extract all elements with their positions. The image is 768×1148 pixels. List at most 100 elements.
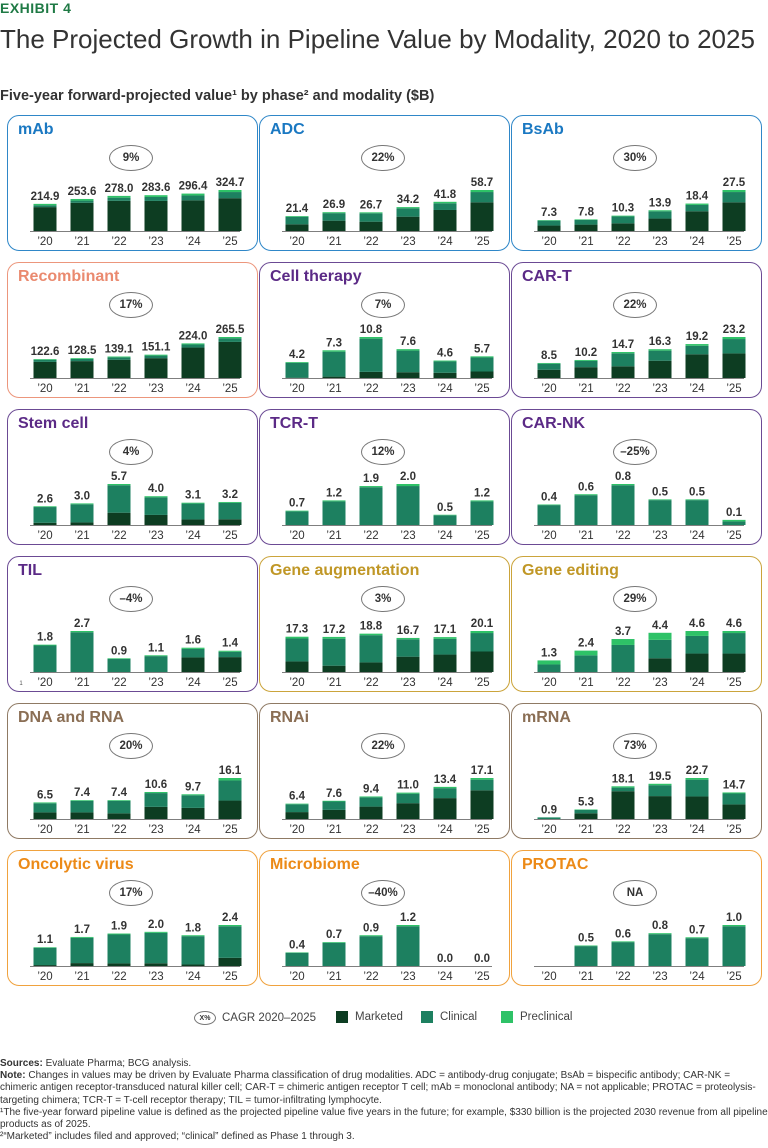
x-tick-label: ’20 [37,677,52,689]
marketed-bar [70,963,94,966]
value-label: 122.6 [31,346,60,358]
x-tick-label: ’21 [578,971,593,983]
marketed-bar [359,806,383,819]
marketed-bar [396,803,420,819]
x-tick-label: ’24 [437,677,453,689]
clinical-bar [144,196,168,201]
clinical-bar [685,204,709,212]
clinical-bar [144,355,168,359]
x-tick-label: ’20 [541,530,556,542]
preclinical-bar [285,510,309,512]
preclinical-bar [722,190,746,193]
preclinical-bar [285,803,309,805]
clinical-bar [33,359,57,362]
preclinical-bar [144,655,168,657]
preclinical-bar [33,802,57,804]
preclinical-bar [218,337,242,339]
legend-preclinical: Preclinical [501,1011,572,1023]
marketed-bar [33,522,57,525]
x-tick-label: ’25 [726,677,741,689]
x-tick-label: ’23 [400,677,415,689]
x-tick-label: ’21 [578,383,593,395]
preclinical-bar [322,942,346,943]
bar-chart: 0.4 ’20 0.7 ’21 0.9 ’22 1.2 ’23 0.0 ’24 0.0 ’25 [282,912,492,983]
x-tick-label: ’20 [541,236,556,248]
x-tick-label: ’23 [652,236,667,248]
x-tick-label: ’25 [726,824,741,836]
bar-chart: 214.9 ’20 253.6 ’21 278.0 ’22 283.6 ’23 296.4 ’24… [30,177,244,248]
chart-panel: PROTAC NA ’20 0.5’21 0.6’22 0.8’23 0.7’24 1.0’2… [511,850,762,986]
chart-panel: Microbiome –40% 0.4’20 0.7’21 0.9’22 1.2’23 0.… [259,850,510,986]
marketed-bar [144,358,168,378]
clinical-bar [574,219,598,225]
x-tick-label: ’25 [474,677,489,689]
clinical-bar [648,500,672,525]
marketed-bar [218,198,242,231]
preclinical-bar [722,631,746,634]
x-tick-label: ’23 [400,236,415,248]
clinical-bar [433,203,457,210]
x-tick-label: ’25 [726,383,741,395]
chart-panel: Gene editing 29% 1.3 ’20 2.4 ’21 3.7 ’22 4.4 ’23 4… [511,556,762,692]
bar-chart: 7.3 ’20 7.8 ’21 10.3 ’22 13.9 ’23 18.4 ’24 27.5 ’25 [534,177,746,248]
chart-panel: TCR-T 12% 0.7 ’20 1.2 ’21 1.9 ’22 2.0 ’23 0.5 ’24 1.… [259,409,510,545]
value-label: 17.1 [434,624,457,636]
value-label: 4.2 [289,349,305,361]
value-label: 0.9 [111,645,127,657]
preclinical-bar [611,786,635,788]
clinical-bar [218,651,242,658]
x-tick-label: ’25 [474,383,489,395]
x-tick-label: ’20 [37,824,52,836]
preclinical-bar [396,349,420,351]
panel-title: Microbiome [270,856,360,873]
clinical-bar [181,195,205,201]
sources-line: Sources: Evaluate Pharma; BCG analysis. [0,1058,768,1070]
bar-chart: 17.3 ’20 17.2 ’21 18.8 ’22 16.7 ’23 17.1 ’24 20.1 ’… [282,618,494,689]
x-tick-label: ’22 [363,530,378,542]
x-tick-label: ’21 [74,530,89,542]
preclinical-bar [218,190,242,193]
marketed-bar [70,361,94,378]
legend-cagr-label: CAGR 2020–2025 [222,1012,316,1024]
marketed-bar [359,371,383,378]
preclinical-bar [396,925,420,927]
clinical-bar [144,497,168,515]
value-label: 0.7 [689,924,705,936]
value-label: 5.7 [111,471,127,483]
marketed-bar [70,522,94,525]
chart-panel: Recombinant 17% 122.6 ’20 128.5 ’21 139.1 ’22 15… [7,262,258,398]
x-tick-label: ’20 [37,236,52,248]
value-label: 1.9 [111,921,127,933]
preclinical-bar [574,494,598,496]
value-label: 13.9 [649,197,671,209]
preclinical-bar [33,644,57,646]
marketed-bar [33,361,57,378]
marketed-bar [685,354,709,378]
footnote-2: ²“Marketed” includes filed and approved;… [0,1131,355,1143]
clinical-bar [70,200,94,203]
value-label: 16.7 [397,625,419,637]
chart-panel: BsAb 30% 7.3 ’20 7.8 ’21 10.3 ’22 13.9 ’23 18.4 ’24… [511,115,762,251]
value-label: 265.5 [216,324,245,336]
legend-marketed: Marketed [336,1011,403,1023]
clinical-bar [107,934,131,964]
x-tick-label: ’21 [326,236,341,248]
marketed-bar [722,353,746,378]
value-label: 26.7 [360,199,382,211]
clinical-bar [574,495,598,525]
x-tick-label: ’25 [222,677,237,689]
preclinical-bar [574,945,598,947]
marketed-bar [107,813,131,819]
clinical-bar [396,926,420,966]
chart-panel: Cell therapy 7% 4.2’20 7.3’21 10.8’22 7.6’23 4… [259,262,510,398]
x-tick-label: ’22 [111,530,126,542]
clinical-bar [722,633,746,654]
value-label: 2.0 [400,471,416,483]
value-label: 3.1 [185,490,202,502]
x-tick-label: ’23 [400,530,415,542]
preclinical-bar [144,496,168,498]
marketed-bar [181,200,205,231]
x-tick-label: ’23 [652,971,667,983]
preclinical-bar [322,800,346,802]
preclinical-bar [33,506,57,508]
